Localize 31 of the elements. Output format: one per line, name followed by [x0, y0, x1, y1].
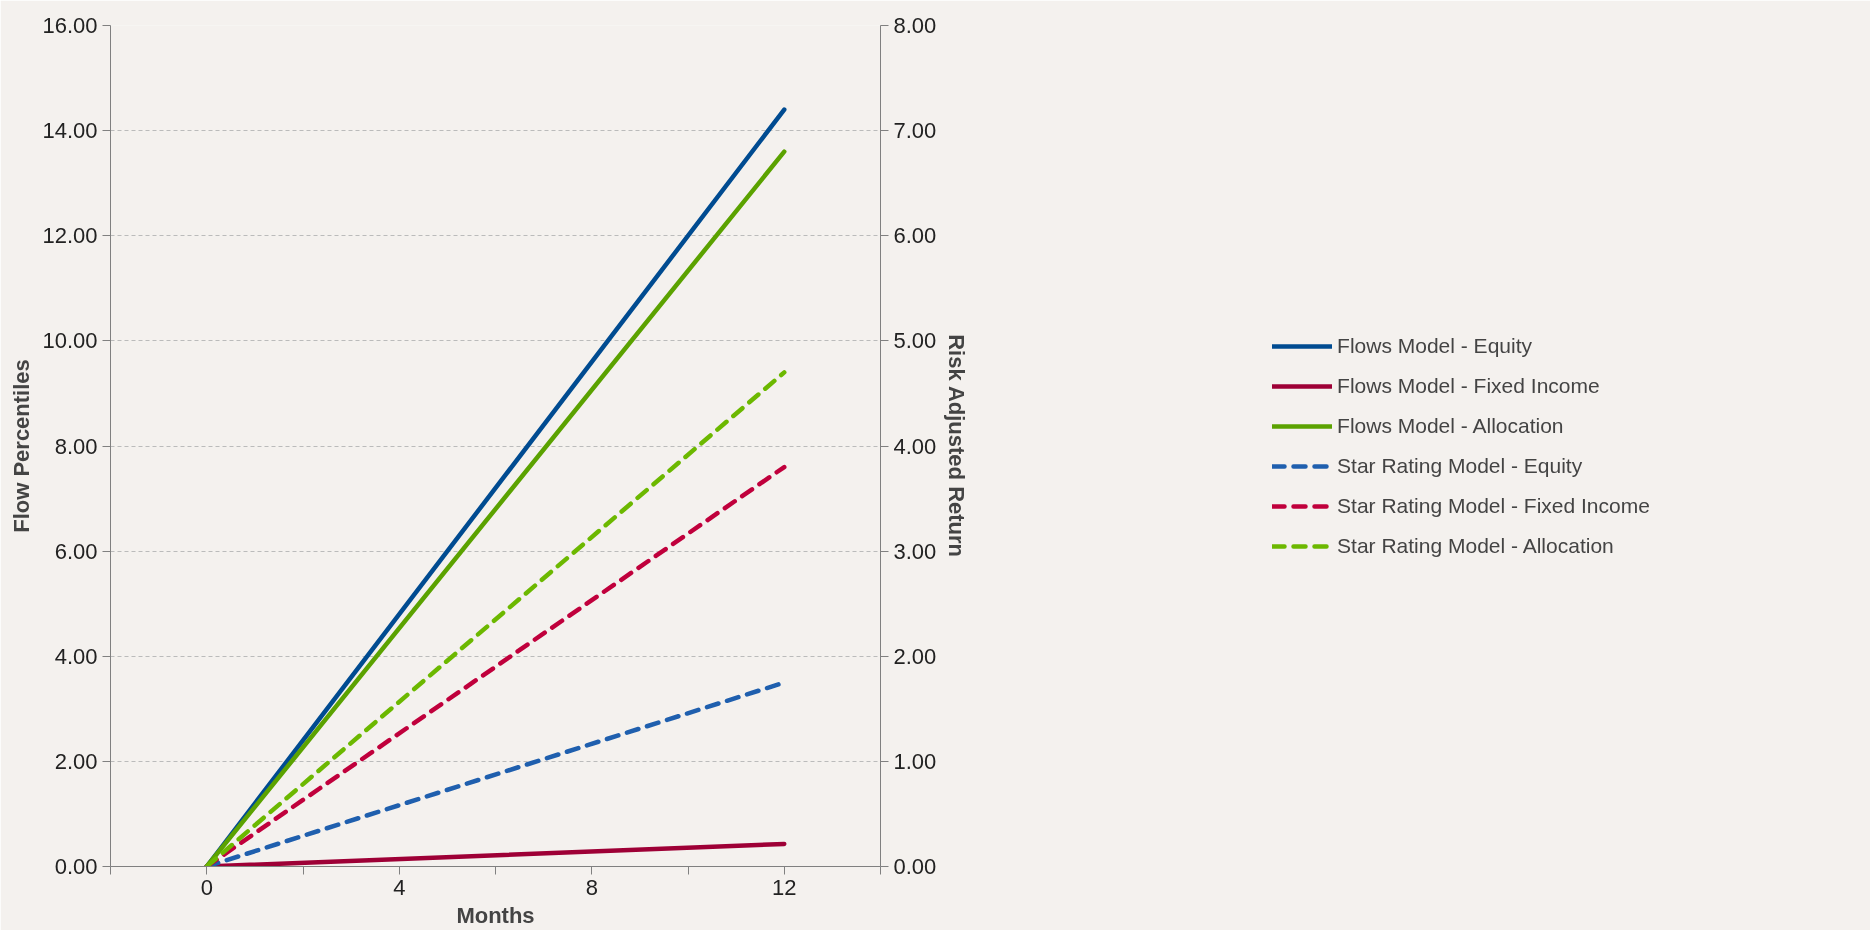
- y-tick-label: 12.00: [42, 223, 98, 249]
- y-tick-label: 2.00: [54, 748, 98, 774]
- legend-label: Star Rating Model - Fixed Income: [1337, 493, 1650, 518]
- y2-tick-label: 2.00: [893, 643, 937, 669]
- x-tick-label: 8: [585, 874, 598, 900]
- y2-tick-label: 8.00: [893, 13, 937, 38]
- y2-tick-label: 4.00: [893, 433, 937, 459]
- y-tick-label: 0.00: [54, 854, 98, 879]
- legend-label: Flows Model - Equity: [1337, 333, 1532, 358]
- y2-tick-label: 5.00: [893, 328, 937, 354]
- y2-tick-label: 3.00: [893, 538, 937, 564]
- x-axis-title: Months: [456, 902, 535, 928]
- y2-tick-label: 6.00: [893, 223, 937, 249]
- legend-label: Flows Model - Allocation: [1337, 413, 1564, 438]
- y-tick-label: 8.00: [54, 433, 98, 459]
- legend-label: Star Rating Model - Equity: [1337, 453, 1583, 478]
- y-tick-label: 16.00: [42, 13, 98, 38]
- y-tick-label: 4.00: [54, 643, 98, 669]
- y2-axis-title: Risk Adjusted Return: [944, 334, 970, 558]
- y-axis-title: Flow Percentiles: [9, 359, 35, 533]
- x-tick-label: 0: [200, 874, 213, 900]
- y2-tick-label: 0.00: [893, 854, 937, 879]
- x-tick-label: 12: [772, 874, 797, 900]
- y2-tick-label: 1.00: [893, 748, 937, 774]
- legend-label: Star Rating Model - Allocation: [1337, 533, 1614, 558]
- x-tick-label: 4: [393, 874, 406, 900]
- y-tick-label: 14.00: [42, 118, 98, 144]
- y-tick-label: 10.00: [42, 328, 98, 354]
- y2-tick-label: 7.00: [893, 118, 937, 144]
- y-tick-label: 6.00: [54, 538, 98, 564]
- legend-label: Flows Model - Fixed Income: [1337, 373, 1600, 398]
